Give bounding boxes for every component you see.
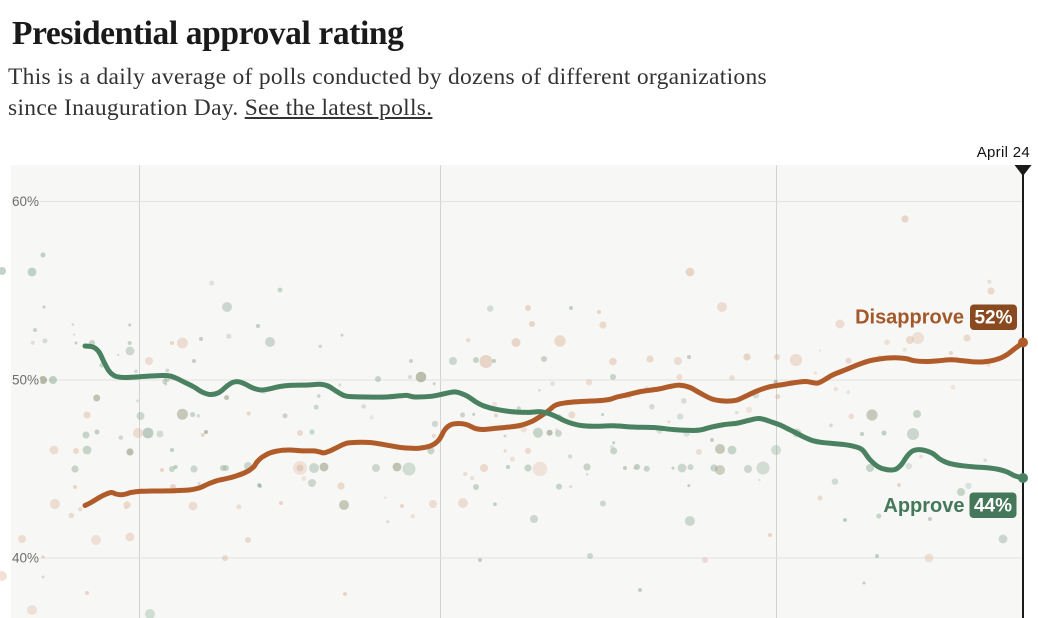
svg-text:50%: 50% bbox=[12, 373, 39, 388]
svg-text:Approve: Approve bbox=[883, 495, 964, 517]
svg-text:44%: 44% bbox=[974, 496, 1012, 517]
svg-text:60%: 60% bbox=[12, 194, 39, 209]
svg-text:40%: 40% bbox=[12, 551, 39, 566]
svg-text:Disapprove: Disapprove bbox=[855, 307, 964, 329]
svg-text:52%: 52% bbox=[974, 308, 1012, 329]
svg-text:April 24: April 24 bbox=[977, 144, 1030, 161]
